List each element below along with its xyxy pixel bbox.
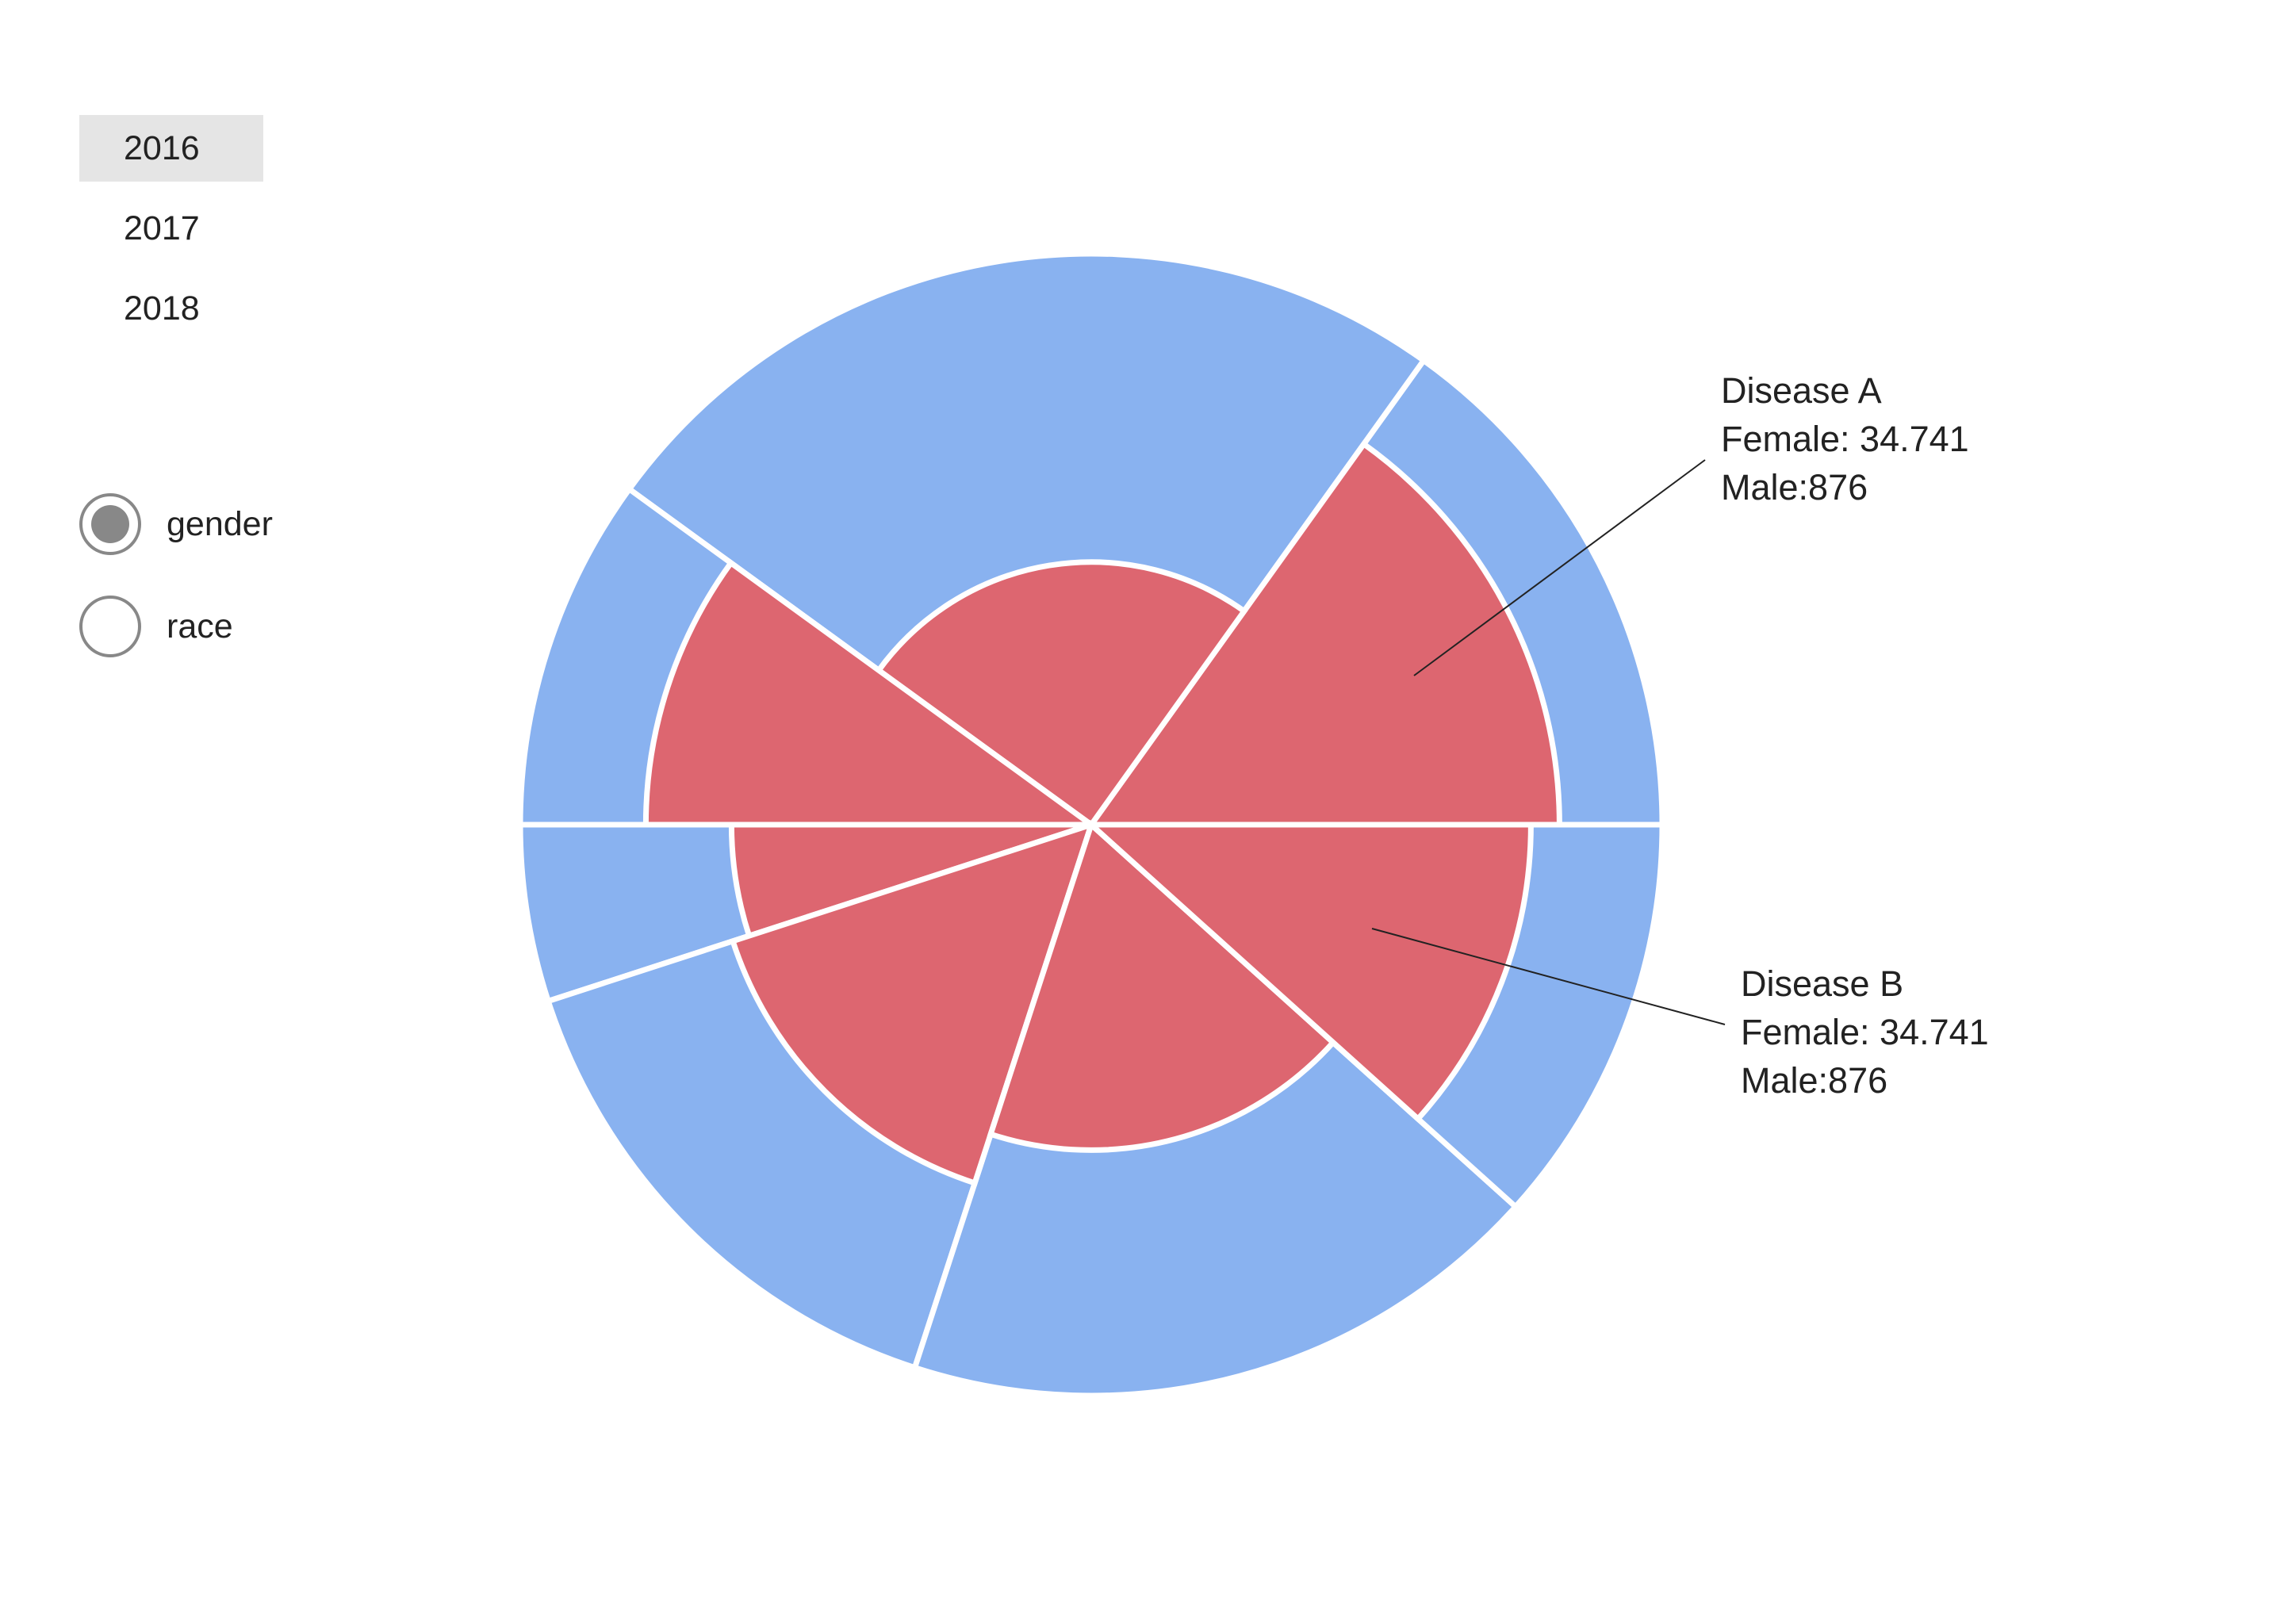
outer-sector-1[interactable]	[625, 251, 1428, 829]
race-label: race	[167, 607, 233, 645]
inner-sector-1[interactable]	[875, 559, 1248, 829]
annotation-disease-name: Disease A	[1721, 370, 1882, 411]
inner-sector-5[interactable]	[987, 819, 1337, 1153]
chart-annotations: Disease A Female: 34.741 Male:876 Disease B…	[1371, 370, 1989, 1101]
annotation-female-value: Female: 34.741	[1721, 419, 1969, 459]
annotation-leader-line	[1371, 928, 1726, 1025]
annotation-female-value: Female: 34.741	[1741, 1012, 1989, 1052]
mode-radio-group: gender race	[79, 489, 273, 694]
inner-sector-2[interactable]	[642, 559, 1100, 828]
year-item-2017[interactable]: 2017	[124, 209, 200, 247]
inner-sector-6[interactable]	[1083, 822, 1534, 1123]
year-item-2018[interactable]: 2018	[124, 289, 200, 327]
annotation-disease-name: Disease B	[1741, 963, 1903, 1004]
chart-sectors	[517, 251, 1665, 1399]
annotation-male-value: Male:876	[1721, 467, 1868, 508]
gender-label: gender	[167, 504, 273, 543]
radio-option-race[interactable]: race	[79, 592, 273, 661]
radio-dot	[91, 505, 129, 543]
gender-radio[interactable]	[79, 493, 141, 555]
inner-sector-0[interactable]	[1086, 440, 1562, 828]
year-list: 2016 2017 2018	[79, 115, 263, 355]
annotation-leader-line	[1413, 459, 1706, 676]
radio-option-gender[interactable]: gender	[79, 489, 273, 559]
year-item-2016[interactable]: 2016	[79, 115, 263, 182]
annotation-male-value: Male:876	[1741, 1060, 1887, 1101]
race-radio[interactable]	[79, 596, 141, 657]
